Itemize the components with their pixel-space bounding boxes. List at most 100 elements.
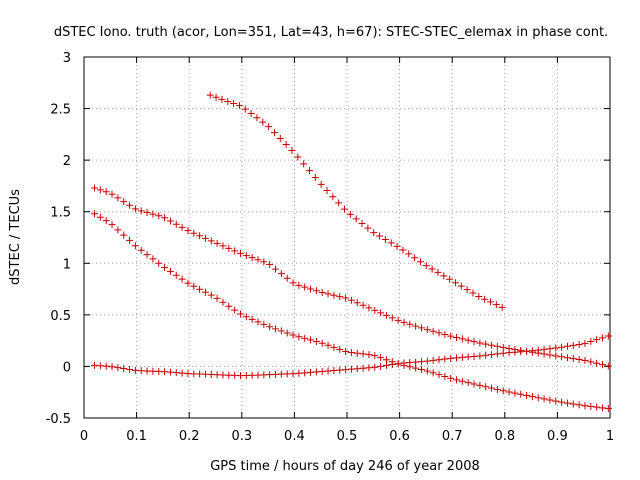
data-point xyxy=(143,251,151,259)
data-point xyxy=(428,265,436,273)
data-point xyxy=(201,370,209,378)
data-point xyxy=(482,340,490,348)
data-point xyxy=(336,345,344,353)
data-point xyxy=(359,350,367,358)
data-point xyxy=(353,365,361,373)
data-point xyxy=(476,339,484,347)
data-point xyxy=(446,275,454,283)
data-point xyxy=(277,370,285,378)
data-point xyxy=(482,383,490,391)
data-point xyxy=(505,388,513,396)
data-point xyxy=(126,365,134,373)
data-point xyxy=(359,364,367,372)
data-point xyxy=(311,174,319,182)
data-point xyxy=(451,279,459,287)
data-point xyxy=(231,371,239,379)
data-point xyxy=(231,306,239,314)
data-point xyxy=(235,102,243,110)
data-point xyxy=(266,371,274,379)
data-point xyxy=(475,292,483,300)
data-point xyxy=(581,339,589,347)
data-point xyxy=(318,289,326,297)
data-point xyxy=(126,236,134,244)
data-point xyxy=(453,376,461,384)
data-point xyxy=(213,239,221,247)
data-point xyxy=(212,93,220,101)
data-point xyxy=(224,97,232,105)
data-point xyxy=(353,349,361,357)
data-point xyxy=(393,242,401,250)
data-point xyxy=(242,313,250,321)
data-point xyxy=(276,135,284,143)
data-point xyxy=(149,367,157,375)
data-point xyxy=(488,384,496,392)
data-point xyxy=(358,220,366,228)
data-point xyxy=(352,215,360,223)
data-point xyxy=(440,272,448,280)
data-point xyxy=(417,324,425,332)
data-point xyxy=(218,95,226,103)
data-point xyxy=(534,346,542,354)
data-point xyxy=(166,267,174,275)
data-point xyxy=(184,279,192,287)
data-point xyxy=(120,365,128,373)
series-4 xyxy=(91,332,612,380)
data-point xyxy=(283,370,291,378)
data-point xyxy=(324,290,332,298)
data-point xyxy=(422,262,430,270)
series-2 xyxy=(91,184,612,370)
data-point xyxy=(341,205,349,213)
data-point xyxy=(266,261,274,269)
data-point xyxy=(207,291,215,299)
data-point xyxy=(253,114,261,122)
data-point xyxy=(166,368,174,376)
data-point xyxy=(511,389,519,397)
data-point xyxy=(416,258,424,266)
data-point xyxy=(434,268,442,276)
data-point xyxy=(458,335,466,343)
data-point xyxy=(120,198,128,206)
data-point xyxy=(388,314,396,322)
data-point xyxy=(400,359,408,367)
data-point xyxy=(288,146,296,154)
data-point xyxy=(405,250,413,258)
data-point xyxy=(563,342,571,350)
y-tick-label: 2.5 xyxy=(50,103,71,118)
data-point xyxy=(323,187,331,195)
data-point xyxy=(523,391,531,399)
data-point xyxy=(272,370,280,378)
data-point xyxy=(499,387,507,395)
data-point xyxy=(312,287,320,295)
data-point xyxy=(155,367,163,375)
axis-ticks: 0 0.1 0.2 0.3 0.4 0.5 0.6 0.7 0.8 0.9 1 -0.5 0 0.5 1 1.… xyxy=(46,51,615,444)
data-point xyxy=(464,353,472,361)
data-point xyxy=(294,153,302,161)
data-point xyxy=(423,357,431,365)
data-point xyxy=(295,369,303,377)
data-point xyxy=(131,242,139,250)
data-point xyxy=(289,370,297,378)
data-point xyxy=(429,327,437,335)
data-point xyxy=(196,370,204,378)
x-tick-label: 0.6 xyxy=(389,429,410,444)
data-point xyxy=(213,294,221,302)
data-point xyxy=(598,404,606,412)
data-point xyxy=(219,242,227,250)
data-point xyxy=(336,293,344,301)
data-point xyxy=(370,229,378,237)
data-point xyxy=(400,318,408,326)
data-point xyxy=(178,369,186,377)
data-point xyxy=(482,351,490,359)
data-point xyxy=(528,393,536,401)
x-tick-label: 1 xyxy=(606,429,614,444)
data-point xyxy=(488,341,496,349)
data-point xyxy=(219,298,227,306)
data-point xyxy=(254,256,262,264)
y-tick-label: 2 xyxy=(63,154,71,169)
data-point xyxy=(102,217,110,225)
x-tick-label: 0 xyxy=(80,429,88,444)
data-point xyxy=(108,190,116,198)
data-point xyxy=(172,220,180,228)
data-point xyxy=(598,361,606,369)
data-point xyxy=(96,213,104,221)
